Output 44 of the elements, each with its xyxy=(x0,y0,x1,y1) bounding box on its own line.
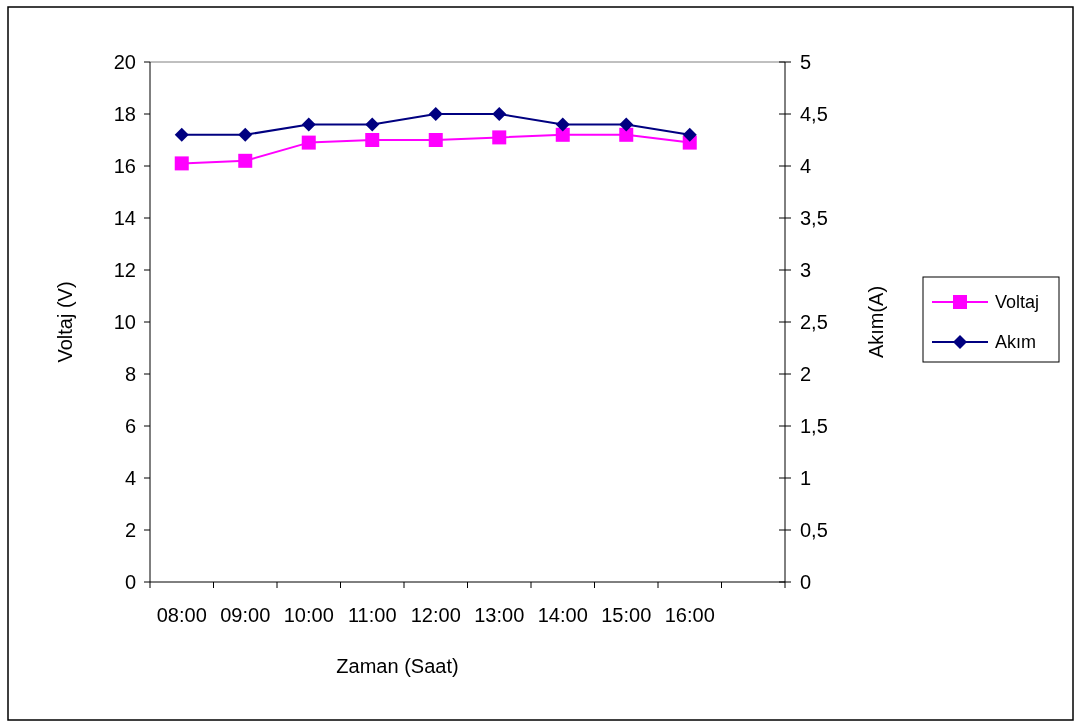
y-tick-label: 18 xyxy=(113,103,136,125)
y2-tick-label: 2,5 xyxy=(800,311,828,333)
y2-tick-label: 0,5 xyxy=(800,519,828,541)
point xyxy=(301,135,316,150)
y2-tick-label: 1 xyxy=(800,467,812,489)
x-axis-title: Zaman (Saat) xyxy=(336,655,459,677)
x-tick-label: 13:00 xyxy=(474,604,525,626)
y2-tick-label: 0 xyxy=(800,571,812,593)
x-tick-label: 10:00 xyxy=(283,604,334,626)
x-tick-label: 08:00 xyxy=(156,604,207,626)
y2-axis-title: Akım(A) xyxy=(865,285,887,359)
x-tick-label: 11:00 xyxy=(347,604,397,626)
point xyxy=(238,153,253,168)
y-tick-label: 14 xyxy=(113,207,136,229)
y-tick-label: 16 xyxy=(113,155,136,177)
y2-tick-label: 2 xyxy=(800,363,812,385)
y2-tick-label: 5 xyxy=(800,51,812,73)
x-tick-label: 15:00 xyxy=(601,604,652,626)
y2-tick-label: 3 xyxy=(800,259,812,281)
y-tick-label: 0 xyxy=(124,571,136,593)
point xyxy=(174,156,189,171)
y2-tick-label: 4,5 xyxy=(800,103,828,125)
y-tick-label: 10 xyxy=(113,311,136,333)
legend-label: Voltaj xyxy=(995,292,1040,313)
x-tick-label: 14:00 xyxy=(537,604,588,626)
y-tick-label: 12 xyxy=(113,259,136,281)
y-axis-title: Voltaj (V) xyxy=(54,281,76,363)
y-tick-label: 20 xyxy=(113,51,136,73)
y2-tick-label: 4 xyxy=(800,155,812,177)
x-tick-label: 16:00 xyxy=(664,604,715,626)
point xyxy=(619,127,634,142)
x-tick-label: 09:00 xyxy=(220,604,271,626)
y-tick-label: 2 xyxy=(124,519,136,541)
x-tick-label: 12:00 xyxy=(410,604,461,626)
point xyxy=(555,127,570,142)
y2-tick-label: 3,5 xyxy=(800,207,828,229)
y2-tick-label: 1,5 xyxy=(800,415,828,437)
y-tick-label: 8 xyxy=(124,363,136,385)
point xyxy=(428,133,443,147)
point xyxy=(365,133,380,147)
legend-label: Akım xyxy=(995,332,1037,353)
y-tick-label: 4 xyxy=(124,467,136,489)
point xyxy=(492,130,507,145)
y-tick-label: 6 xyxy=(124,415,136,437)
